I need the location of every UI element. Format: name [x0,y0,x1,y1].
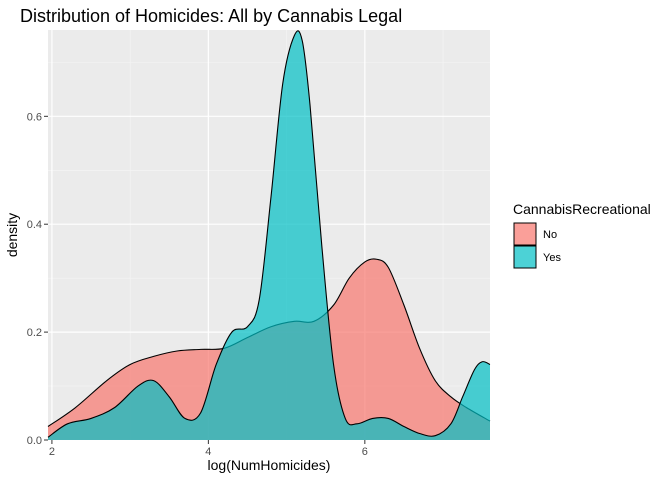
legend-title: CannabisRecreational [513,201,651,217]
x-tick-label: 2 [49,446,55,458]
y-tick-label: 0.4 [27,219,42,231]
density-area-yes [48,30,490,441]
x-tick-label: 4 [205,446,211,458]
y-tick-label: 0.0 [27,435,42,447]
chart-title: Distribution of Homicides: All by Cannab… [20,6,402,26]
y-axis-title: density [4,213,20,257]
density-line-yes [47,30,491,438]
legend-label-yes: Yes [543,252,561,264]
legend-label-no: No [543,229,557,241]
legend: CannabisRecreational No Yes [513,201,651,269]
axes: 2 4 6 0.0 0.2 0.4 0.6 [27,111,368,458]
density-series [47,30,491,441]
legend-key-no [513,222,537,246]
x-axis-title: log(NumHomicides) [208,457,331,473]
y-tick-label: 0.6 [27,111,42,123]
legend-key-yes [513,245,537,269]
x-tick-label: 6 [362,446,368,458]
y-tick-label: 0.2 [27,327,42,339]
